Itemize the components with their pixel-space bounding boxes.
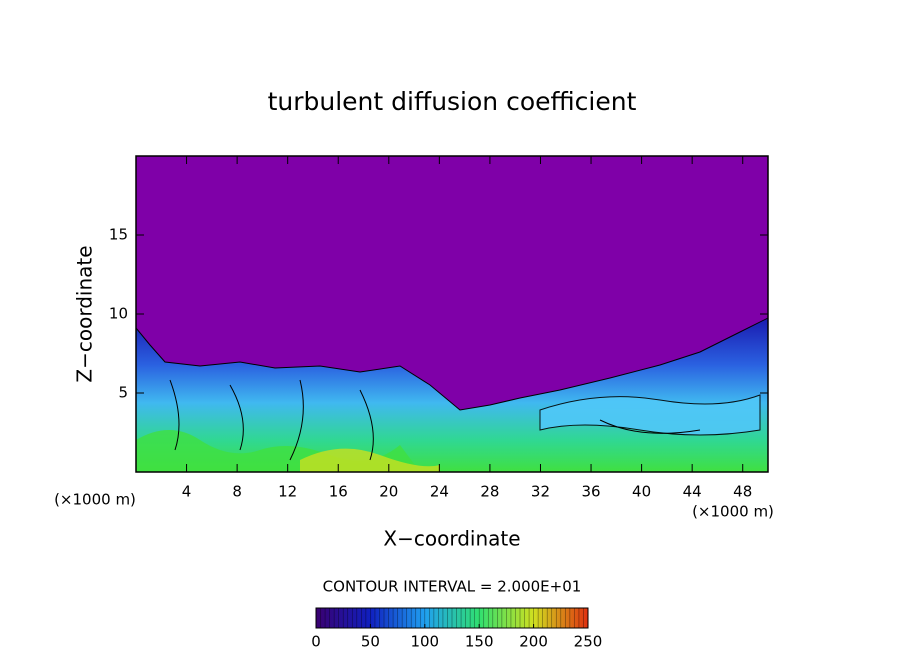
x-unit-label: (×1000 m) [54, 491, 136, 509]
x-tick-label: 4 [182, 483, 192, 501]
x-tick-label: 32 [531, 483, 550, 501]
x-tick-label: 40 [632, 483, 651, 501]
contour-line [169, 379, 701, 461]
x-tick-label: 28 [480, 483, 499, 501]
y-axis-label: Z−coordinate [73, 245, 97, 382]
colorbar-tick-label: 50 [361, 633, 380, 651]
colorbar-tick-label: 200 [519, 633, 548, 651]
y-tick-label: 5 [118, 384, 128, 402]
x-tick-label: 8 [232, 483, 242, 501]
y-tick-label: 10 [109, 305, 128, 323]
colorbar-tick-label: 100 [410, 633, 439, 651]
colorbar-tick-label: 0 [311, 633, 321, 651]
x-tick-label: 48 [733, 483, 752, 501]
turbulent-region [136, 317, 768, 472]
colorbar: 0 50 100 150 200 250 [311, 607, 603, 651]
field [136, 317, 768, 472]
x-tick-label: 12 [278, 483, 297, 501]
y-tick-label: 15 [109, 226, 128, 244]
x-unit-label: (×1000 m) [692, 503, 774, 521]
x-tick-label: 16 [329, 483, 348, 501]
x-tick-label: 24 [430, 483, 449, 501]
x-tick-label: 36 [581, 483, 600, 501]
colorbar-tick-label: 150 [465, 633, 494, 651]
x-tick-label: 20 [379, 483, 398, 501]
colorbar-tick-label: 250 [574, 633, 603, 651]
turbulent-region [300, 448, 440, 472]
chart-title: turbulent diffusion coefficient [268, 87, 637, 116]
x-tick-label: 44 [683, 483, 702, 501]
contour-interval: CONTOUR INTERVAL = 2.000E+01 [323, 578, 582, 596]
turbulent-region [539, 394, 761, 436]
x-axis-label: X−coordinate [383, 527, 520, 551]
